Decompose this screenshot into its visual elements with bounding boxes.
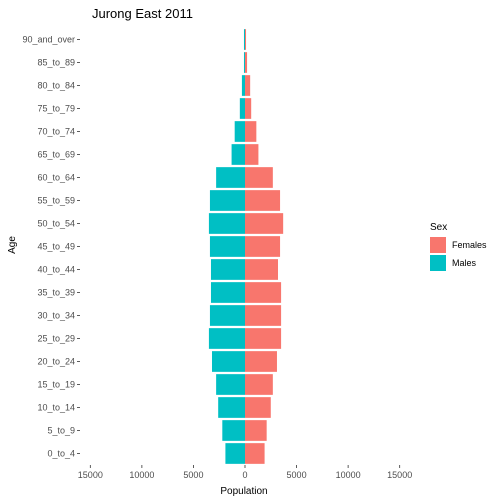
bar-females-90_and_over [245, 29, 247, 50]
legend-title: Sex [430, 222, 447, 233]
y-axis: 0_to_4 5_to_9 10_to_14 15_to_19 20_to_24 25_t… [22, 35, 80, 459]
x-tick-label: 15000 [387, 470, 412, 480]
bar-females-60_to_64 [245, 167, 273, 188]
legend-swatch-females [430, 237, 446, 253]
x-axis-title: Population [220, 486, 267, 497]
x-tick-label: 0 [242, 470, 247, 480]
y-tick-label: 55_to_59 [37, 196, 75, 206]
y-tick-label: 40_to_44 [37, 265, 75, 275]
x-tick-label: 5000 [183, 470, 203, 480]
bar-females-75_to_79 [245, 98, 252, 119]
bar-females-80_to_84 [245, 75, 251, 96]
y-tick-label: 45_to_49 [37, 242, 75, 252]
bar-males-25_to_29 [208, 328, 245, 349]
bar-males-55_to_59 [209, 190, 245, 211]
x-tick-label: 5000 [287, 470, 307, 480]
legend: Sex Females Males [430, 222, 487, 271]
bar-males-70_to_74 [234, 121, 245, 142]
bar-females-20_to_24 [245, 351, 277, 372]
bar-males-10_to_14 [218, 397, 245, 418]
bar-females-35_to_39 [245, 282, 282, 303]
y-tick-label: 25_to_29 [37, 334, 75, 344]
bar-females-25_to_29 [245, 328, 282, 349]
bar-males-30_to_34 [209, 305, 245, 326]
legend-label-males: Males [452, 258, 477, 268]
y-tick-label: 85_to_89 [37, 58, 75, 68]
bar-males-15_to_19 [216, 374, 246, 395]
y-tick-label: 5_to_9 [47, 426, 75, 436]
chart-title: Jurong East 2011 [92, 6, 193, 21]
y-tick-label: 30_to_34 [37, 311, 75, 321]
y-tick-label: 75_to_79 [37, 104, 75, 114]
x-tick-label: 10000 [336, 470, 361, 480]
bar-males-85_to_89 [243, 52, 245, 73]
bar-males-80_to_84 [241, 75, 245, 96]
x-tick-label: 10000 [129, 470, 154, 480]
bar-males-45_to_49 [209, 236, 245, 257]
bar-males-75_to_79 [239, 98, 245, 119]
y-tick-label: 10_to_14 [37, 403, 75, 413]
y-tick-label: 70_to_74 [37, 127, 75, 137]
bar-males-60_to_64 [216, 167, 246, 188]
x-axis: 15000 10000 5000 0 5000 10000 15000 [78, 465, 412, 480]
bar-males-40_to_44 [210, 259, 245, 280]
bar-males-50_to_54 [208, 213, 245, 234]
y-tick-label: 0_to_4 [47, 449, 75, 459]
bar-females-45_to_49 [245, 236, 281, 257]
bar-females-50_to_54 [245, 213, 284, 234]
bar-males-5_to_9 [222, 420, 245, 441]
y-tick-label: 90_and_over [22, 35, 75, 45]
y-tick-label: 65_to_69 [37, 150, 75, 160]
bar-females-65_to_69 [245, 144, 259, 165]
bar-males-20_to_24 [212, 351, 245, 372]
bar-females-5_to_9 [245, 420, 267, 441]
y-tick-label: 15_to_19 [37, 380, 75, 390]
legend-swatch-males [430, 255, 446, 271]
bar-males-0_to_4 [225, 443, 245, 464]
y-tick-label: 80_to_84 [37, 81, 75, 91]
x-tick-label: 15000 [78, 470, 103, 480]
bar-females-0_to_4 [245, 443, 265, 464]
bar-males-65_to_69 [231, 144, 245, 165]
y-axis-title: Age [7, 236, 18, 254]
bar-males-35_to_39 [210, 282, 245, 303]
bar-females-55_to_59 [245, 190, 281, 211]
bar-females-40_to_44 [245, 259, 278, 280]
bar-males-90_and_over [243, 29, 245, 50]
bar-group [208, 29, 284, 464]
y-tick-label: 20_to_24 [37, 357, 75, 367]
bar-females-10_to_14 [245, 397, 271, 418]
bar-females-70_to_74 [245, 121, 257, 142]
y-tick-label: 35_to_39 [37, 288, 75, 298]
bar-females-30_to_34 [245, 305, 282, 326]
y-tick-label: 50_to_54 [37, 219, 75, 229]
y-tick-label: 60_to_64 [37, 173, 75, 183]
bar-females-15_to_19 [245, 374, 273, 395]
legend-label-females: Females [452, 240, 487, 250]
bar-females-85_to_89 [245, 52, 248, 73]
